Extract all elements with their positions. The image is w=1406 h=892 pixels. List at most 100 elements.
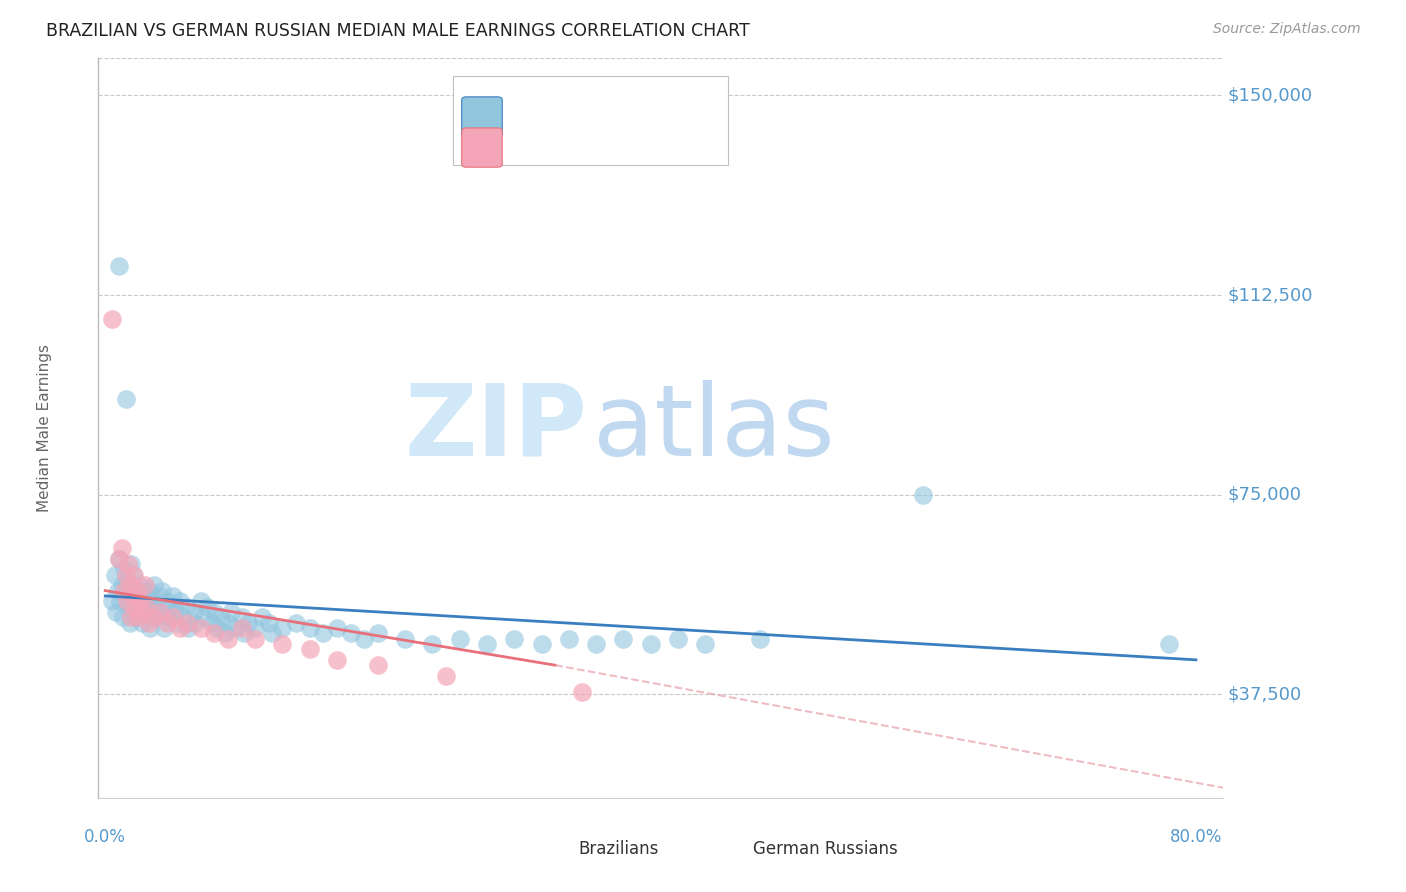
Point — [169, 594, 191, 608]
Point — [245, 632, 267, 646]
Point — [205, 621, 228, 635]
Text: ZIP: ZIP — [405, 380, 588, 476]
Point — [107, 583, 129, 598]
Point — [339, 626, 361, 640]
Point — [139, 621, 162, 635]
Point — [177, 621, 200, 635]
Point — [111, 610, 134, 624]
Text: Brazilians: Brazilians — [579, 839, 659, 858]
Point — [150, 605, 173, 619]
Point — [176, 615, 198, 630]
Point — [271, 637, 294, 651]
Point — [748, 632, 770, 646]
Point — [131, 615, 153, 630]
Point — [122, 567, 145, 582]
Point — [271, 621, 294, 635]
Point — [163, 605, 186, 619]
Point — [128, 594, 150, 608]
Point — [114, 583, 136, 598]
Point — [117, 599, 139, 614]
Point — [125, 589, 148, 603]
Point — [353, 632, 375, 646]
Point — [153, 621, 176, 635]
Point — [132, 583, 155, 598]
Point — [475, 637, 498, 651]
Point — [149, 589, 172, 603]
Point — [190, 594, 212, 608]
Point — [202, 605, 225, 619]
Point — [108, 551, 131, 566]
Point — [122, 583, 145, 598]
Point — [105, 605, 128, 619]
FancyBboxPatch shape — [461, 97, 502, 136]
Point — [1157, 637, 1180, 651]
Point — [110, 541, 132, 555]
FancyBboxPatch shape — [461, 128, 502, 167]
Point — [112, 583, 135, 598]
Point — [184, 615, 207, 630]
Point — [127, 610, 149, 624]
Text: 80.0%: 80.0% — [1170, 828, 1222, 846]
Point — [155, 615, 177, 630]
Point — [193, 610, 215, 624]
Point — [143, 578, 166, 592]
Point — [217, 615, 239, 630]
Point — [530, 637, 553, 651]
Point — [124, 610, 146, 624]
Point — [558, 632, 581, 646]
Point — [135, 599, 157, 614]
Point — [422, 637, 444, 651]
Point — [197, 599, 219, 614]
Text: Source: ZipAtlas.com: Source: ZipAtlas.com — [1213, 22, 1361, 37]
Point — [695, 637, 717, 651]
Point — [134, 578, 156, 592]
Point — [142, 594, 165, 608]
Point — [157, 599, 180, 614]
Point — [146, 599, 169, 614]
Point — [257, 615, 280, 630]
Point — [128, 605, 150, 619]
FancyBboxPatch shape — [453, 77, 728, 165]
Point — [231, 610, 253, 624]
Point — [217, 632, 239, 646]
Point — [115, 594, 138, 608]
Point — [312, 626, 335, 640]
Point — [219, 605, 242, 619]
Point — [666, 632, 689, 646]
Point — [125, 583, 148, 598]
Text: R = -0.123: R = -0.123 — [515, 93, 605, 111]
Point — [120, 557, 142, 571]
Point — [118, 578, 141, 592]
Point — [912, 488, 935, 502]
Point — [250, 610, 273, 624]
Text: N = 93: N = 93 — [621, 93, 679, 111]
Point — [128, 578, 150, 592]
Point — [104, 567, 127, 582]
Point — [110, 578, 132, 592]
Point — [114, 392, 136, 406]
Point — [183, 605, 205, 619]
Point — [394, 632, 416, 646]
Point — [135, 610, 157, 624]
Point — [214, 626, 236, 640]
Point — [200, 615, 222, 630]
Point — [138, 583, 160, 598]
Point — [298, 642, 321, 657]
Point — [142, 610, 165, 624]
Text: N = 36: N = 36 — [621, 131, 679, 150]
Point — [612, 632, 634, 646]
Point — [115, 573, 138, 587]
Point — [162, 589, 184, 603]
Point — [367, 658, 389, 673]
Point — [155, 594, 177, 608]
Point — [170, 610, 193, 624]
FancyBboxPatch shape — [703, 831, 748, 867]
Point — [121, 567, 143, 582]
Point — [165, 615, 187, 630]
Point — [326, 621, 349, 635]
Point — [138, 615, 160, 630]
Point — [101, 312, 124, 326]
Point — [224, 621, 246, 635]
Point — [121, 589, 143, 603]
Point — [121, 594, 143, 608]
